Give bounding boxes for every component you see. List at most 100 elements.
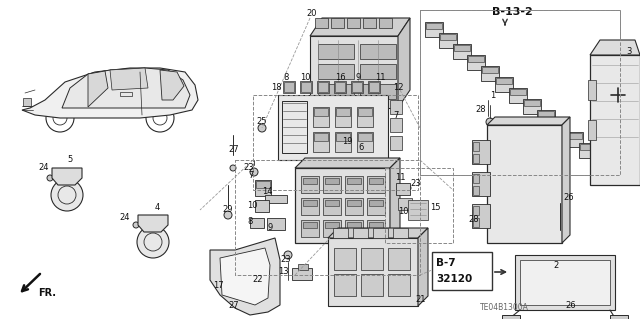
Bar: [345, 220, 363, 237]
Text: 10: 10: [300, 73, 310, 83]
Bar: [267, 218, 285, 230]
Bar: [367, 198, 385, 215]
Bar: [315, 18, 328, 28]
Text: 23: 23: [243, 164, 253, 173]
Bar: [303, 222, 317, 228]
Bar: [23, 98, 31, 106]
Polygon shape: [487, 117, 570, 125]
Bar: [373, 228, 388, 238]
Bar: [495, 77, 513, 92]
Bar: [509, 88, 527, 103]
Bar: [347, 200, 361, 206]
Bar: [353, 228, 368, 238]
Bar: [369, 82, 379, 92]
Text: 28: 28: [468, 216, 479, 225]
Bar: [323, 220, 341, 237]
Polygon shape: [160, 70, 184, 100]
Bar: [256, 181, 270, 188]
Bar: [347, 18, 360, 28]
Bar: [590, 55, 640, 185]
Circle shape: [230, 165, 236, 171]
Bar: [303, 178, 317, 184]
Bar: [468, 56, 484, 62]
Bar: [487, 125, 562, 243]
Text: 3: 3: [626, 48, 632, 56]
Bar: [396, 183, 410, 195]
Bar: [360, 64, 396, 79]
Bar: [363, 18, 376, 28]
Bar: [282, 101, 307, 153]
Bar: [393, 228, 408, 238]
Circle shape: [258, 124, 266, 132]
Bar: [425, 22, 443, 37]
Bar: [336, 108, 350, 116]
Circle shape: [476, 216, 484, 224]
Bar: [593, 154, 611, 169]
Bar: [515, 255, 615, 310]
Bar: [588, 120, 596, 140]
Text: 15: 15: [430, 204, 440, 212]
Polygon shape: [390, 158, 400, 243]
Text: 6: 6: [358, 144, 364, 152]
Circle shape: [250, 168, 258, 176]
Bar: [502, 315, 520, 319]
Text: 20: 20: [306, 10, 317, 19]
Bar: [367, 220, 385, 237]
Text: B-7: B-7: [436, 258, 456, 268]
Bar: [351, 81, 363, 93]
Circle shape: [557, 197, 563, 203]
Bar: [580, 144, 596, 150]
Bar: [473, 206, 479, 215]
Circle shape: [47, 175, 53, 181]
Polygon shape: [295, 158, 400, 168]
Text: 21: 21: [415, 295, 426, 305]
Bar: [253, 95, 418, 190]
Bar: [328, 238, 418, 306]
Text: 10: 10: [398, 207, 408, 217]
Text: 4: 4: [155, 204, 160, 212]
Bar: [454, 45, 470, 51]
Bar: [368, 81, 380, 93]
Polygon shape: [52, 168, 82, 185]
Text: 11: 11: [375, 73, 385, 83]
Bar: [292, 268, 312, 280]
Bar: [360, 44, 396, 59]
Bar: [523, 99, 541, 114]
Bar: [310, 36, 398, 108]
Bar: [278, 95, 388, 160]
Text: TE04B1300A: TE04B1300A: [480, 303, 529, 313]
Bar: [301, 198, 319, 215]
Text: 23: 23: [280, 256, 291, 264]
Text: 32120: 32120: [436, 274, 472, 284]
Bar: [439, 33, 457, 48]
Bar: [318, 84, 354, 99]
Circle shape: [51, 179, 83, 211]
Bar: [301, 220, 319, 237]
Bar: [538, 111, 554, 117]
Bar: [473, 154, 479, 163]
Polygon shape: [210, 238, 280, 315]
Bar: [579, 143, 597, 158]
Text: 26: 26: [563, 194, 573, 203]
Bar: [610, 315, 628, 319]
Bar: [298, 264, 308, 270]
Bar: [408, 200, 428, 220]
Bar: [385, 168, 453, 243]
Circle shape: [284, 251, 292, 259]
Bar: [295, 168, 390, 243]
Bar: [398, 198, 412, 210]
Bar: [325, 178, 339, 184]
Bar: [318, 44, 354, 59]
Bar: [481, 66, 499, 81]
Bar: [265, 195, 287, 203]
Circle shape: [137, 226, 169, 258]
Bar: [552, 122, 568, 128]
Bar: [318, 82, 328, 92]
Text: 17: 17: [213, 280, 223, 290]
Bar: [482, 67, 498, 73]
Circle shape: [557, 231, 563, 237]
Text: 1: 1: [490, 92, 495, 100]
Bar: [318, 64, 354, 79]
Text: 24: 24: [119, 213, 129, 222]
Bar: [390, 136, 402, 150]
